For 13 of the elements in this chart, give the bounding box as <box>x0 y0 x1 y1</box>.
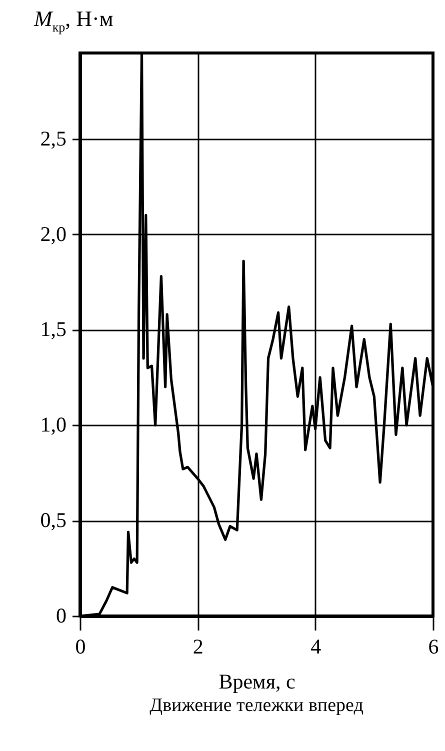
x-tick-label: 0 <box>75 634 86 658</box>
x-tick-label: 2 <box>192 634 204 658</box>
y-tick-label: 1,5 <box>40 317 66 342</box>
y-tick-label: 2,0 <box>40 222 66 246</box>
x-tick-label: 4 <box>310 634 322 658</box>
x-axis-title: Время, с <box>218 670 296 694</box>
y-tick-label: 0 <box>56 604 66 628</box>
text: Движение тележки вперед <box>150 695 364 716</box>
y-tick-label: 1,0 <box>40 412 66 437</box>
y-tick-label: 2,5 <box>40 126 66 150</box>
y-axis-title: M$_{кр}$, Н·м <box>34 6 114 36</box>
x-tick-label: 6 <box>428 634 439 658</box>
y-tick-label: 0,5 <box>40 508 66 532</box>
